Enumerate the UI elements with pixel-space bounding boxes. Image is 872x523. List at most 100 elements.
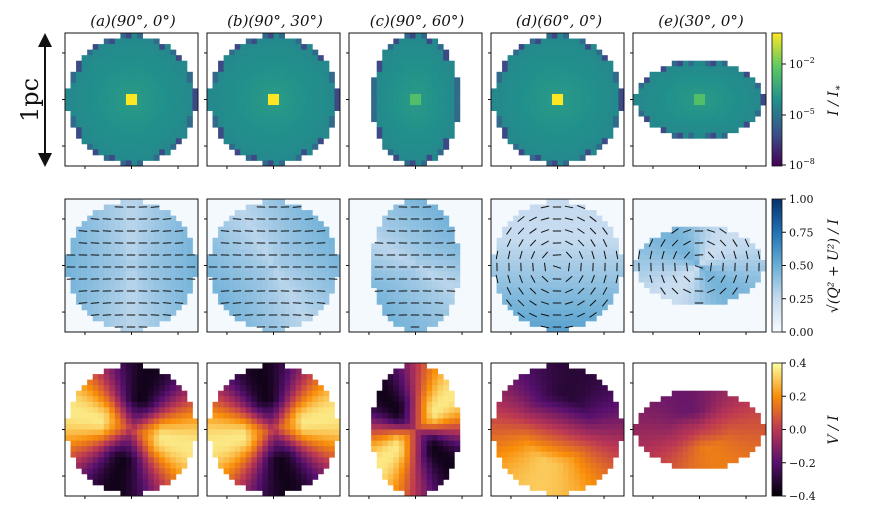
heatmap-cell bbox=[421, 363, 427, 369]
heatmap-cell bbox=[513, 138, 520, 145]
heatmap-cell bbox=[546, 105, 553, 111]
heatmap-cell bbox=[164, 282, 171, 289]
heatmap-cell bbox=[148, 435, 155, 441]
heatmap-cell bbox=[409, 309, 416, 316]
heatmap-cell bbox=[563, 127, 569, 134]
heatmap-cell bbox=[262, 418, 269, 425]
heatmap-cell bbox=[181, 457, 188, 464]
heatmap-cell bbox=[212, 93, 219, 100]
heatmap-cell bbox=[262, 484, 269, 491]
heatmap-cell bbox=[234, 309, 241, 316]
heatmap-cell bbox=[181, 423, 188, 430]
heatmap-cell bbox=[81, 55, 88, 62]
heatmap-cell bbox=[306, 293, 313, 300]
heatmap-cell bbox=[125, 221, 132, 228]
heatmap-cell bbox=[290, 93, 297, 100]
heatmap-cell bbox=[234, 276, 241, 283]
heatmap-cell bbox=[218, 418, 225, 425]
heatmap-cell bbox=[81, 71, 88, 78]
heatmap-cell bbox=[223, 401, 230, 408]
heatmap-cell bbox=[443, 440, 450, 447]
heatmap-cell bbox=[181, 71, 188, 78]
heatmap-cell bbox=[529, 66, 536, 73]
heatmap-cell bbox=[502, 390, 509, 397]
heatmap-cell bbox=[398, 298, 405, 305]
heatmap-cell bbox=[496, 276, 503, 283]
heatmap-cell bbox=[371, 271, 378, 277]
heatmap-cell bbox=[557, 82, 564, 89]
heatmap-cell bbox=[164, 71, 171, 78]
heatmap-cell bbox=[301, 265, 308, 272]
heatmap-cell bbox=[590, 237, 597, 244]
heatmap-cell bbox=[240, 259, 247, 266]
heatmap-cell bbox=[170, 232, 177, 239]
heatmap-cell bbox=[284, 82, 291, 89]
heatmap-cell bbox=[393, 374, 400, 381]
heatmap-cell bbox=[518, 379, 525, 386]
heatmap-cell bbox=[267, 60, 274, 67]
heatmap-cell bbox=[507, 93, 514, 100]
heatmap-cell bbox=[393, 287, 400, 294]
heatmap-cell bbox=[437, 82, 444, 89]
heatmap-cell bbox=[393, 71, 400, 78]
heatmap-cell bbox=[273, 127, 280, 134]
heatmap-cell bbox=[87, 293, 94, 300]
heatmap-cell bbox=[574, 204, 581, 211]
heatmap-cell bbox=[398, 309, 405, 316]
heatmap-cell bbox=[306, 440, 313, 447]
heatmap-cell bbox=[437, 44, 444, 51]
heatmap-cell bbox=[125, 66, 132, 73]
heatmap-cell bbox=[159, 390, 166, 397]
heatmap-cell bbox=[234, 396, 241, 403]
heatmap-cell bbox=[535, 149, 542, 156]
heatmap-cell bbox=[131, 49, 138, 56]
heatmap-cell bbox=[120, 271, 127, 277]
heatmap-cell bbox=[87, 132, 94, 139]
heatmap-cell bbox=[312, 132, 319, 139]
heatmap-cell bbox=[148, 149, 155, 156]
heatmap-cell bbox=[415, 110, 422, 117]
heatmap-cell bbox=[240, 379, 247, 386]
heatmap-cell bbox=[415, 259, 422, 266]
heatmap-cell bbox=[153, 479, 160, 486]
heatmap-cell bbox=[76, 71, 83, 78]
heatmap-cell bbox=[568, 237, 575, 244]
heatmap-cell bbox=[496, 418, 503, 425]
heatmap-cell bbox=[540, 412, 547, 419]
heatmap-cell bbox=[120, 232, 127, 239]
heatmap-cell bbox=[290, 271, 297, 277]
heatmap-cell bbox=[170, 93, 177, 100]
heatmap-cell bbox=[98, 379, 105, 386]
heatmap-cell bbox=[87, 49, 94, 56]
heatmap-cell bbox=[432, 320, 439, 327]
heatmap-cell bbox=[229, 248, 236, 255]
heatmap-cell bbox=[443, 309, 450, 316]
heatmap-cell bbox=[404, 77, 411, 84]
heatmap-cell bbox=[601, 138, 608, 145]
heatmap-cell bbox=[574, 276, 581, 283]
heatmap-cell bbox=[535, 462, 542, 469]
heatmap-cell bbox=[229, 49, 236, 56]
heatmap-cell bbox=[585, 309, 592, 316]
heatmap-cell bbox=[529, 457, 536, 464]
heatmap-cell bbox=[317, 385, 324, 392]
heatmap-cell bbox=[137, 429, 143, 436]
heatmap-cell bbox=[76, 407, 83, 414]
heatmap-cell bbox=[98, 243, 105, 250]
heatmap-cell bbox=[387, 44, 394, 51]
heatmap-cell bbox=[590, 143, 597, 150]
heatmap-cell bbox=[170, 254, 177, 261]
heatmap-cell bbox=[306, 401, 313, 408]
polarization-vector bbox=[589, 216, 597, 222]
heatmap-cell bbox=[284, 226, 291, 233]
heatmap-cell bbox=[76, 265, 83, 272]
heatmap-cell bbox=[229, 462, 236, 469]
heatmap-cell bbox=[301, 93, 308, 100]
heatmap-cell bbox=[601, 99, 608, 106]
heatmap-cell bbox=[148, 429, 155, 436]
heatmap-cell bbox=[223, 237, 230, 244]
heatmap-cell bbox=[164, 121, 171, 128]
panel-title-a: (a)(90°, 0°) bbox=[90, 12, 176, 30]
heatmap-cell bbox=[306, 418, 313, 425]
heatmap-cell bbox=[279, 160, 285, 167]
